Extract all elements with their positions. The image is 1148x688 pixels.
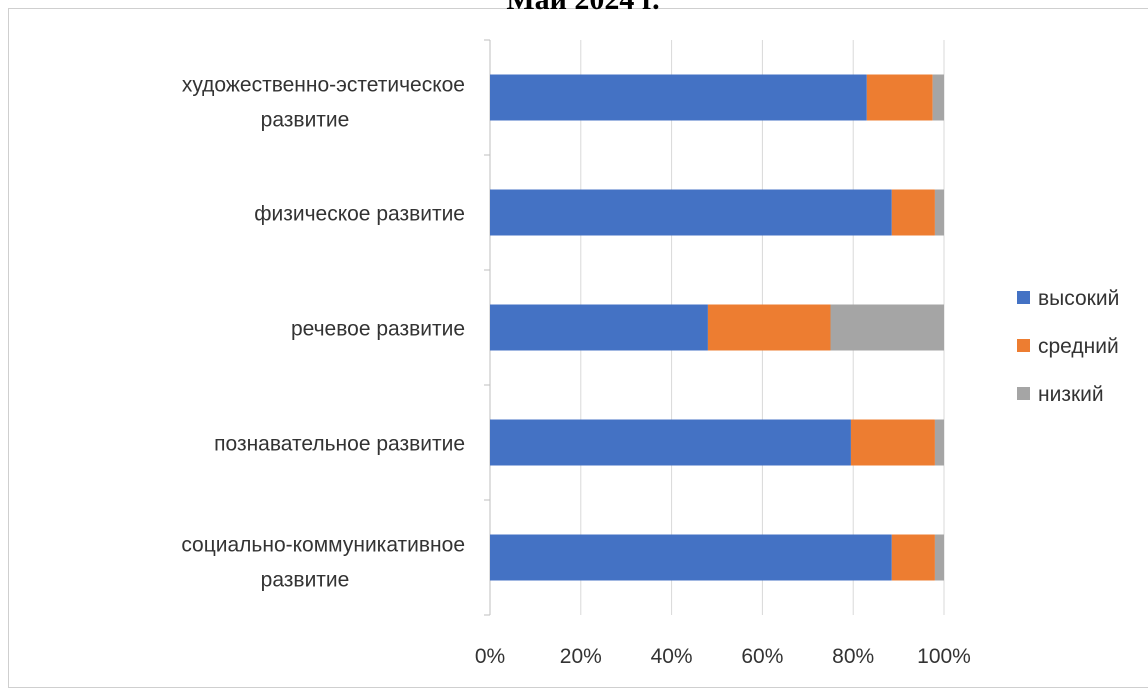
bar-segment [490,419,851,466]
bars [490,74,944,581]
x-tick-label: 80% [832,645,874,668]
category-label: речевое развитие [291,318,465,341]
x-tick-label: 60% [741,645,783,668]
bar-segment [866,74,933,121]
chart-title: Май 2024 г. [9,0,1148,17]
bar-segment [934,534,944,581]
legend-swatch [1017,339,1030,352]
category-axis [484,39,491,616]
bar-segment [891,189,935,236]
bar-segment [490,534,892,581]
bar-segment [891,534,935,581]
bar-segment [934,419,944,466]
legend: высокий средний низкий [1017,287,1119,406]
x-tick-label: 100% [917,645,971,668]
legend-label: высокий [1038,287,1119,310]
category-label: художественно-эстетическое развитие [182,74,465,132]
bar-segment [490,74,867,121]
x-tick-label: 20% [560,645,602,668]
category-label: познавательное развитие [214,433,465,456]
x-tick-label: 0% [475,645,505,668]
bar-segment [830,304,944,351]
category-label: социально-коммуникативное развитие [181,534,465,592]
bar-segment [934,189,944,236]
category-label: физическое развитие [254,203,465,226]
legend-swatch [1017,291,1030,304]
bar-segment [490,189,892,236]
legend-label: средний [1038,335,1119,358]
x-tick-labels: 0% 20% 40% 60% 80% 100% [475,645,971,668]
bar-segment [850,419,935,466]
bar-segment [707,304,831,351]
legend-label: низкий [1038,383,1104,406]
bar-segment [490,304,708,351]
x-tick-label: 40% [651,645,693,668]
bar-segment [932,74,944,121]
category-labels: художественно-эстетическое развитие физиче… [181,74,465,592]
legend-swatch [1017,387,1030,400]
